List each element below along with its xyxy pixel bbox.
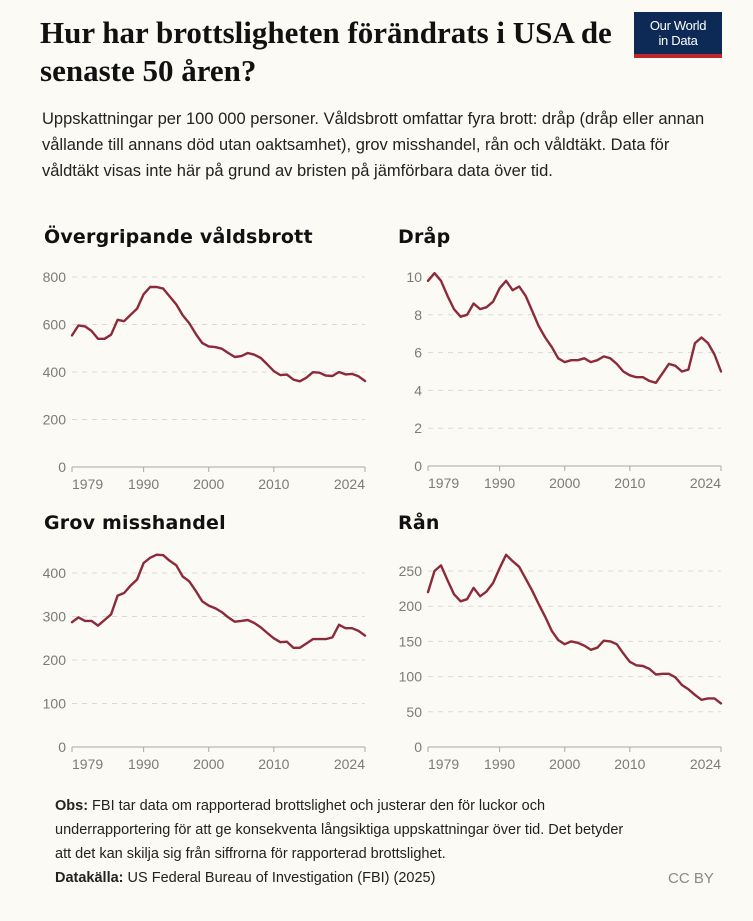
y-tick-label: 100 — [399, 669, 423, 685]
x-tick-label: 2010 — [258, 476, 289, 492]
x-tick-label: 2024 — [334, 476, 365, 492]
y-tick-label: 0 — [58, 459, 66, 475]
source-text: US Federal Bureau of Investigation (FBI)… — [123, 870, 436, 886]
y-tick-label: 0 — [414, 458, 422, 474]
y-tick-label: 300 — [43, 609, 67, 625]
y-tick-label: 50 — [406, 704, 422, 720]
y-tick-label: 100 — [43, 696, 67, 712]
y-tick-label: 6 — [414, 345, 422, 361]
note-text: FBI tar data om rapporterad brottslighet… — [55, 798, 624, 862]
x-tick-label: 1979 — [428, 475, 459, 491]
y-tick-label: 400 — [43, 364, 67, 380]
y-tick-label: 200 — [43, 412, 67, 428]
x-tick-label: 1979 — [428, 756, 459, 772]
x-tick-label: 2000 — [549, 756, 580, 772]
x-tick-label: 2010 — [258, 756, 289, 772]
logo-line-1: Our World — [649, 18, 707, 33]
license-link[interactable]: CC BY — [668, 870, 714, 887]
y-tick-label: 0 — [58, 739, 66, 755]
y-tick-label: 200 — [399, 598, 423, 614]
chart-title-violent-crime: Övergripande våldsbrott — [44, 226, 313, 248]
x-tick-label: 1990 — [484, 475, 515, 491]
page-subtitle: Uppskattningar per 100 000 personer. Vål… — [42, 110, 705, 180]
y-tick-label: 250 — [399, 563, 423, 579]
x-tick-label: 1979 — [72, 756, 103, 772]
y-tick-label: 400 — [43, 565, 67, 581]
x-tick-label: 2000 — [193, 476, 224, 492]
y-tick-label: 2 — [414, 420, 422, 436]
series-line — [70, 553, 367, 649]
x-tick-label: 2024 — [690, 756, 721, 772]
x-tick-label: 2024 — [690, 475, 721, 491]
x-tick-label: 1990 — [128, 476, 159, 492]
x-tick-label: 1990 — [128, 756, 159, 772]
source-label: Datakälla: — [55, 870, 124, 886]
y-tick-label: 0 — [414, 739, 422, 755]
chart-title-homicide: Dråp — [398, 226, 451, 248]
x-tick-label: 2010 — [614, 756, 645, 772]
note-label: Obs: — [55, 798, 89, 814]
page-title: Hur har brottsligheten förändrats i USA … — [40, 15, 612, 88]
logo-line-2: in Data — [658, 33, 698, 48]
y-tick-label: 800 — [43, 269, 67, 285]
chart-title-robbery: Rån — [398, 512, 440, 534]
y-tick-label: 4 — [414, 382, 422, 398]
x-tick-label: 2000 — [549, 475, 580, 491]
y-tick-label: 150 — [399, 633, 423, 649]
series-line — [70, 285, 367, 383]
x-tick-label: 1990 — [484, 756, 515, 772]
x-tick-label: 1979 — [72, 476, 103, 492]
x-tick-label: 2010 — [614, 475, 645, 491]
footer-notes: Obs: FBI tar data om rapporterad brottsl… — [55, 794, 635, 890]
y-tick-label: 8 — [414, 307, 422, 323]
chart-title-aggravated-assault: Grov misshandel — [44, 512, 226, 534]
series-line — [426, 272, 723, 384]
owid-logo[interactable]: Our World in Data — [634, 12, 722, 58]
x-tick-label: 2024 — [334, 756, 365, 772]
y-tick-label: 10 — [406, 269, 422, 285]
series-line — [426, 553, 723, 705]
x-tick-label: 2000 — [193, 756, 224, 772]
y-tick-label: 600 — [43, 317, 67, 333]
y-tick-label: 200 — [43, 652, 67, 668]
